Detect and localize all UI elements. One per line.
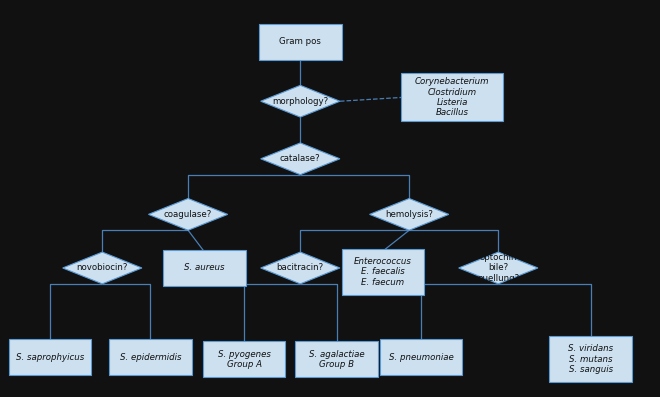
Polygon shape [459, 252, 538, 284]
FancyBboxPatch shape [203, 341, 285, 377]
FancyBboxPatch shape [259, 24, 342, 60]
Text: optochin
bile?
nuellung?: optochin bile? nuellung? [477, 253, 519, 283]
Text: novobiocin?: novobiocin? [77, 264, 128, 272]
Text: catalase?: catalase? [280, 154, 321, 163]
Text: S. epidermidis: S. epidermidis [119, 353, 182, 362]
Text: S. saprophyicus: S. saprophyicus [16, 353, 84, 362]
Text: hemolysis?: hemolysis? [385, 210, 433, 219]
Polygon shape [148, 198, 228, 230]
Text: S. pyogenes
Group A: S. pyogenes Group A [218, 350, 271, 369]
FancyBboxPatch shape [342, 249, 424, 295]
Text: morphology?: morphology? [272, 97, 329, 106]
Text: bacitracin?: bacitracin? [277, 264, 324, 272]
Text: S. viridans
S. mutans
S. sanguis: S. viridans S. mutans S. sanguis [568, 344, 613, 374]
FancyBboxPatch shape [401, 73, 504, 121]
Polygon shape [261, 85, 340, 117]
Polygon shape [63, 252, 142, 284]
FancyBboxPatch shape [9, 339, 91, 375]
Text: S. pneumoniae: S. pneumoniae [389, 353, 453, 362]
Polygon shape [261, 143, 340, 175]
FancyBboxPatch shape [549, 337, 632, 382]
Polygon shape [370, 198, 449, 230]
FancyBboxPatch shape [296, 341, 378, 377]
FancyBboxPatch shape [164, 250, 246, 286]
Text: Enterococcus
E. faecalis
E. faecum: Enterococcus E. faecalis E. faecum [354, 257, 412, 287]
FancyBboxPatch shape [380, 339, 462, 375]
Text: S. agalactiae
Group B: S. agalactiae Group B [309, 350, 364, 369]
FancyBboxPatch shape [110, 339, 191, 375]
Text: Corynebacterium
Clostridium
Listeria
Bacillus: Corynebacterium Clostridium Listeria Bac… [415, 77, 489, 118]
Polygon shape [261, 252, 340, 284]
Text: Gram pos: Gram pos [279, 37, 321, 46]
Text: coagulase?: coagulase? [164, 210, 213, 219]
Text: S. aureus: S. aureus [184, 264, 225, 272]
